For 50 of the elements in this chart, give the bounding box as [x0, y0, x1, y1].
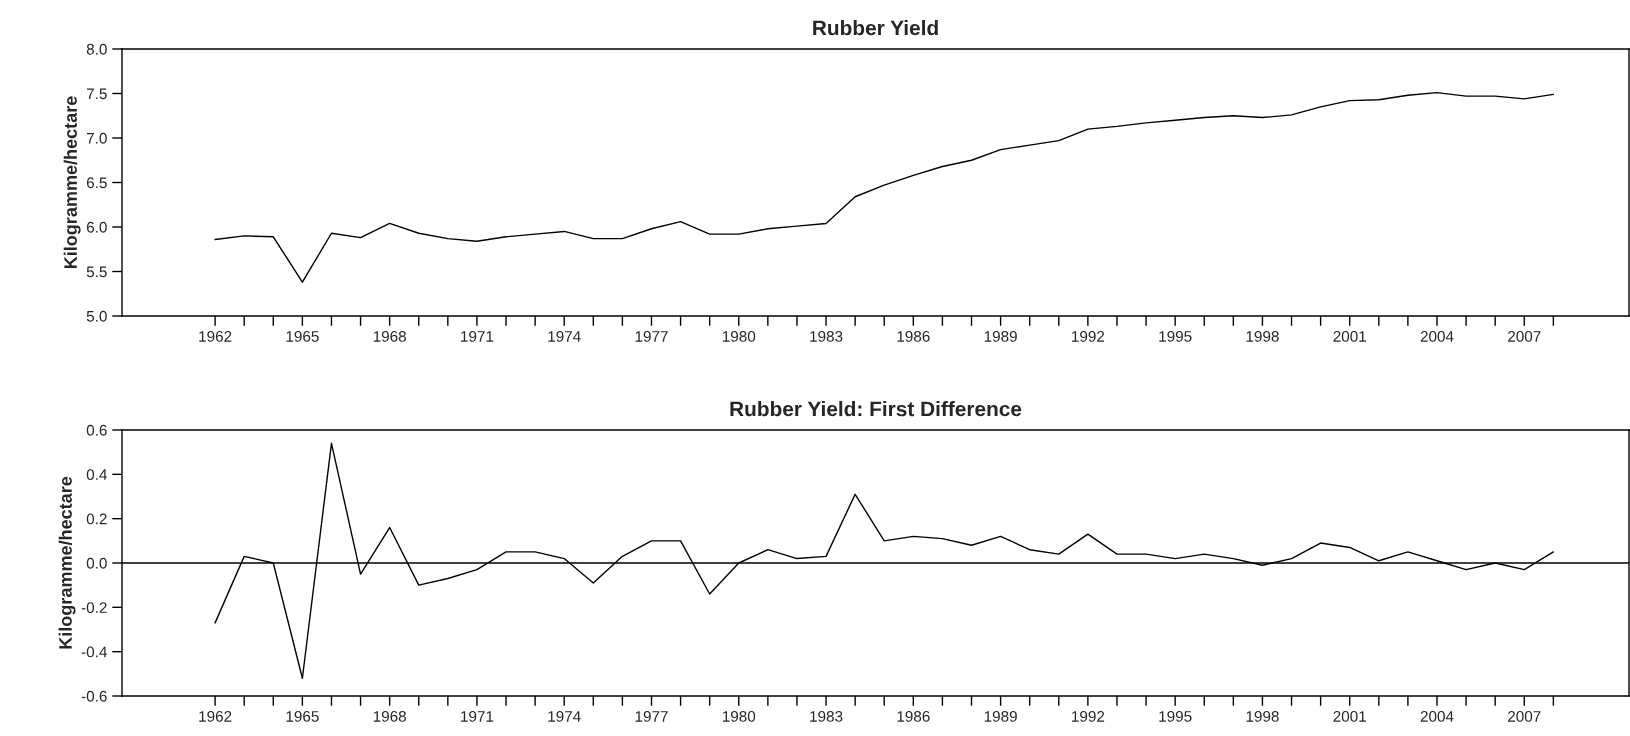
- x-tick-label: 1971: [461, 710, 494, 722]
- x-tick-label: 1971: [461, 330, 494, 342]
- y-tick-label: -0.4: [81, 646, 107, 658]
- x-tick-label: 1995: [1159, 710, 1192, 722]
- y-tick-label: 5.5: [86, 266, 107, 278]
- y-tick-label: 6.5: [86, 177, 107, 189]
- y-tick-label: 8.0: [86, 43, 107, 55]
- x-tick-label: 1995: [1159, 330, 1192, 342]
- y-tick-label: -0.2: [81, 602, 107, 614]
- chart-title: Rubber Yield: [813, 20, 938, 36]
- y-tick-label: 6.0: [86, 221, 107, 233]
- x-tick-label: 1977: [635, 710, 668, 722]
- x-tick-label: 1998: [1246, 710, 1279, 722]
- y-tick-label: 0.6: [86, 424, 107, 436]
- x-tick-label: 1989: [984, 710, 1017, 722]
- chart-title: Rubber Yield: First Difference: [730, 401, 1022, 417]
- x-tick-label: 1992: [1072, 710, 1105, 722]
- x-tick-label: 1968: [373, 330, 406, 342]
- x-tick-label: 1986: [897, 710, 930, 722]
- y-axis-title: Kilogramme/hectare: [63, 96, 81, 269]
- x-tick-label: 2004: [1420, 710, 1454, 722]
- x-tick-label: 1986: [897, 330, 930, 342]
- x-tick-label: 2007: [1508, 710, 1541, 722]
- y-tick-label: 0.0: [86, 557, 107, 569]
- x-tick-label: 1992: [1072, 330, 1105, 342]
- y-tick-label: 7.5: [86, 88, 107, 100]
- y-tick-label: 0.4: [86, 469, 107, 481]
- x-tick-label: 1977: [635, 330, 668, 342]
- y-tick-label: 7.0: [86, 132, 107, 144]
- y-tick-label: 0.2: [86, 513, 107, 525]
- x-tick-label: 2001: [1333, 330, 1366, 342]
- y-tick-label: 5.0: [86, 310, 107, 322]
- y-tick-label: -0.6: [81, 690, 107, 702]
- x-tick-label: 1962: [199, 330, 232, 342]
- x-tick-label: 1983: [810, 710, 843, 722]
- x-tick-label: 1989: [984, 330, 1017, 342]
- x-tick-label: 1968: [373, 710, 406, 722]
- x-tick-label: 1965: [286, 330, 319, 342]
- x-tick-label: 1974: [548, 710, 581, 722]
- x-tick-label: 2007: [1508, 330, 1541, 342]
- x-tick-label: 1980: [722, 330, 756, 342]
- y-axis-title: Kilogramme/hectare: [58, 476, 76, 649]
- x-tick-label: 1965: [286, 710, 319, 722]
- x-tick-label: 1983: [810, 330, 843, 342]
- x-tick-label: 1998: [1246, 330, 1279, 342]
- x-tick-label: 2004: [1420, 330, 1454, 342]
- x-tick-label: 1974: [548, 330, 581, 342]
- x-tick-label: 1962: [199, 710, 232, 722]
- x-tick-label: 1980: [722, 710, 756, 722]
- x-tick-label: 2001: [1333, 710, 1366, 722]
